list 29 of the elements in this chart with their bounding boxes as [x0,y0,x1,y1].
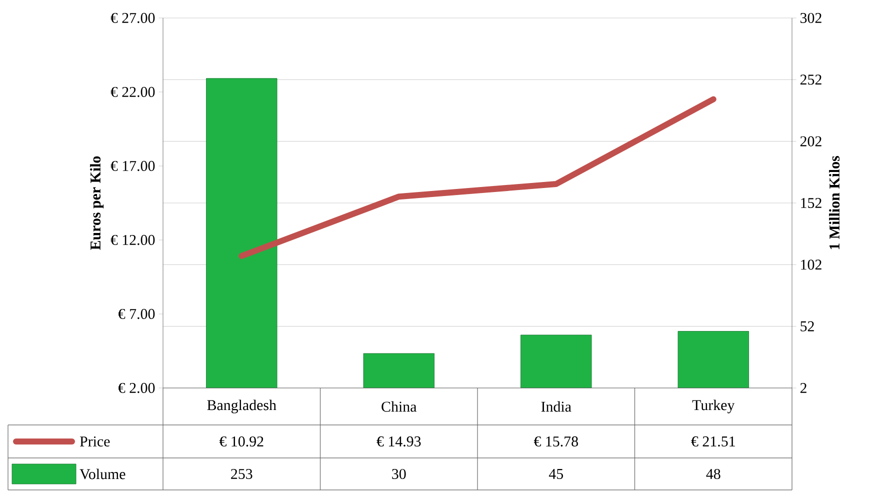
data-label: 253 [231,468,252,479]
y-tick-label: € 27.00 [110,12,155,24]
data-label: € 15.78 [534,436,578,447]
legend-label: Volume [80,468,126,480]
y2-tick-label: 102 [801,260,822,270]
x-tick-label: Bangladesh [207,400,276,414]
data-label: 30 [392,468,406,480]
data-label: € 21.51 [691,436,735,447]
y2-tick-label: 302 [800,12,822,24]
x-tick-label: China [382,401,417,412]
y2-axis-title: 1 Million Kilos [829,156,840,250]
x-tick-label: Turkey [692,400,735,414]
y2-tick-label: 252 [800,74,822,85]
y2-tick-label: 52 [800,321,814,332]
y-tick-label: € 22.00 [110,86,155,98]
data-label: 45 [548,469,564,479]
data-label: € 14.93 [376,436,421,447]
x-tick-label: India [541,401,572,412]
y2-tick-label: 152 [801,198,822,208]
y-tick-label: € 17.00 [110,160,155,172]
legend-label: Price [80,436,110,446]
y2-tick-label: 2 [800,383,806,393]
y-tick-label: € 2.00 [118,382,155,394]
y-tick-label: € 7.00 [118,308,155,320]
data-label: € 10.92 [219,436,264,447]
y-axis-title: Euros per Kilo [90,156,104,250]
y2-tick-label: 202 [800,136,822,146]
data-label: 48 [706,468,720,480]
y-tick-label: € 12.00 [110,234,155,246]
